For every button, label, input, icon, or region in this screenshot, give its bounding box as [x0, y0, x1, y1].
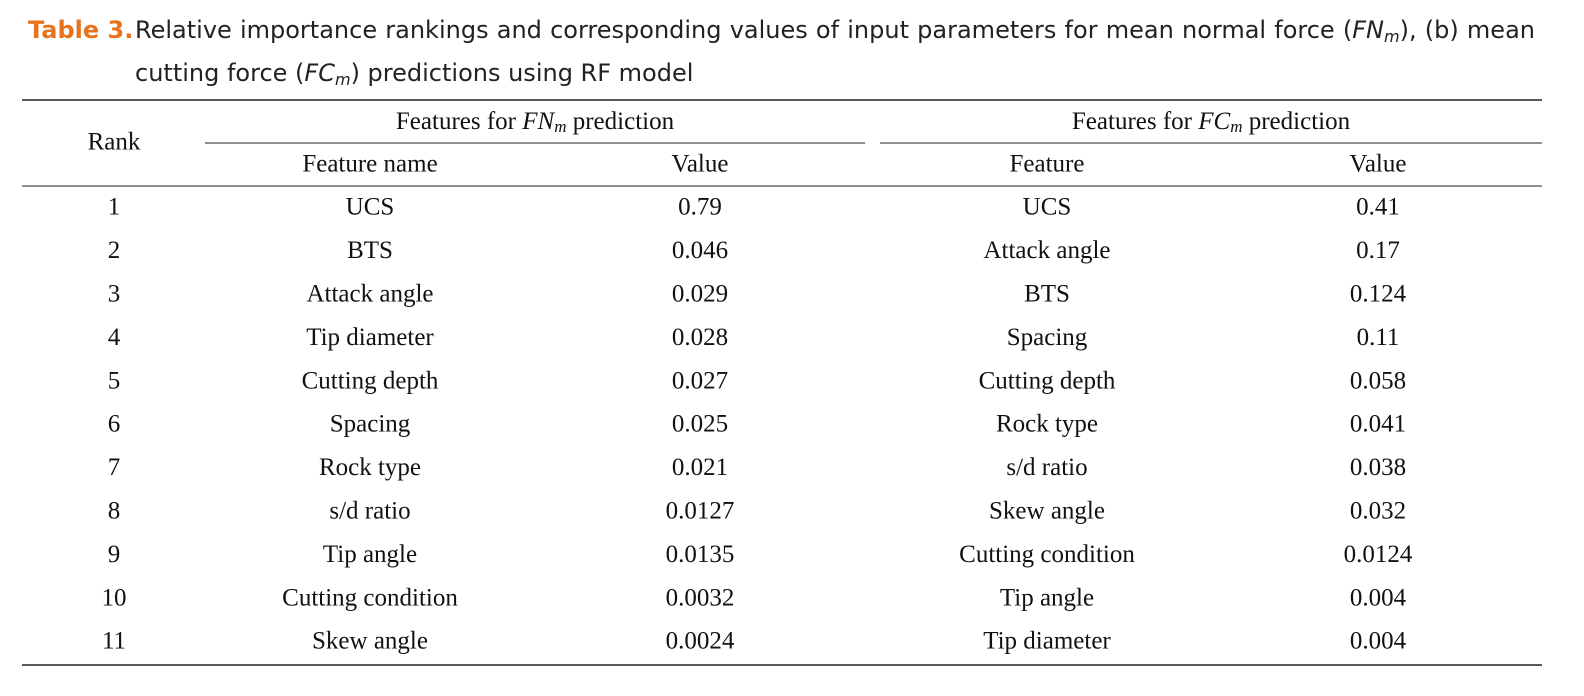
table-cell: 1	[108, 194, 121, 221]
table-cell: 0.029	[672, 281, 728, 308]
caption-text: ), (b) mean cutting force (	[135, 16, 1535, 87]
table-cell: 0.124	[1350, 281, 1407, 308]
header-text: Features for	[1072, 108, 1198, 135]
table-cell: 0.0127	[666, 498, 735, 525]
table-cell: Skew angle	[989, 498, 1105, 525]
header-group: Features for FCm prediction	[1072, 108, 1351, 136]
table-cell: 0.79	[678, 194, 722, 221]
table-cell: Cutting depth	[302, 367, 439, 394]
table-cell: 4	[108, 324, 121, 351]
table-cell: 11	[102, 628, 126, 655]
table-cell: Cutting condition	[959, 541, 1135, 568]
table-cell: 0.17	[1356, 237, 1400, 264]
header-text: m	[1230, 117, 1242, 136]
table-cell: 2	[108, 237, 121, 264]
table-cell: UCS	[1023, 194, 1072, 221]
table-cell: 0.004	[1350, 584, 1407, 611]
caption-text: m	[334, 70, 351, 89]
table-cell: UCS	[346, 194, 395, 221]
table-cell: s/d ratio	[1006, 454, 1087, 481]
header-text: m	[554, 117, 566, 136]
table-cell: 0.0135	[666, 541, 735, 568]
caption-text: m	[1384, 27, 1400, 46]
table-cell: 0.058	[1350, 367, 1406, 394]
table-cell: Tip diameter	[983, 628, 1111, 655]
table-cell: 0.0024	[666, 628, 735, 655]
table-cell: Rock type	[996, 411, 1098, 438]
table-cell: Tip angle	[1000, 584, 1094, 611]
header-text: Features for	[396, 108, 522, 135]
header-text: prediction	[1242, 108, 1350, 135]
header-cell: Feature	[1010, 151, 1085, 178]
table-cell: Rock type	[319, 454, 421, 481]
table-cell: BTS	[347, 237, 393, 264]
table-cell: BTS	[1024, 281, 1070, 308]
header-cell: Rank	[88, 129, 141, 156]
caption: Table 3.Relative importance rankings and…	[28, 12, 1535, 98]
table-cell: Cutting condition	[282, 584, 458, 611]
table-cell: Tip diameter	[306, 324, 434, 351]
table-cell: Spacing	[330, 411, 411, 438]
table-cell: Spacing	[1007, 324, 1088, 351]
header-cell: Value	[672, 151, 729, 178]
header-group: Features for FNm prediction	[396, 108, 675, 136]
table-cell: 0.038	[1350, 454, 1406, 481]
caption-text: FC	[304, 59, 335, 87]
table-cell: 8	[108, 498, 121, 525]
table-cell: Cutting depth	[979, 367, 1116, 394]
table-cell: 0.0124	[1344, 541, 1413, 568]
table-cell: 0.025	[672, 411, 728, 438]
table-cell: Attack angle	[983, 237, 1110, 264]
caption-label: Table 3.	[28, 16, 134, 44]
table-cell: 0.0032	[666, 584, 735, 611]
table-cell: 0.027	[672, 367, 728, 394]
table-cell: s/d ratio	[329, 498, 410, 525]
table-cell: 0.004	[1350, 628, 1407, 655]
table-cell: 6	[108, 411, 121, 438]
caption-text: FN	[1352, 16, 1385, 44]
header-cell: Value	[1350, 151, 1407, 178]
table-cell: 0.11	[1357, 324, 1400, 351]
header-cell: Feature name	[302, 151, 437, 178]
table-cell: 3	[108, 281, 121, 308]
caption-text: ) predictions using RF model	[350, 59, 694, 87]
table-cell: Tip angle	[323, 541, 417, 568]
table-cell: 0.041	[1350, 411, 1406, 438]
table-cell: Attack angle	[306, 281, 433, 308]
table-cell: 9	[108, 541, 121, 568]
table-cell: 5	[108, 367, 121, 394]
caption-text: Relative importance rankings and corresp…	[135, 16, 1353, 44]
table-cell: 7	[108, 454, 121, 481]
header-text: FC	[1197, 108, 1230, 135]
table-cell: 0.032	[1350, 498, 1406, 525]
header-text: prediction	[566, 108, 674, 135]
table-cell: 0.028	[672, 324, 728, 351]
table-cell: 0.021	[672, 454, 728, 481]
table-cell: 0.41	[1356, 194, 1400, 221]
table-cell: 10	[102, 584, 127, 611]
table-cell: Skew angle	[312, 628, 428, 655]
header-text: FN	[521, 108, 555, 135]
table-cell: 0.046	[672, 237, 728, 264]
